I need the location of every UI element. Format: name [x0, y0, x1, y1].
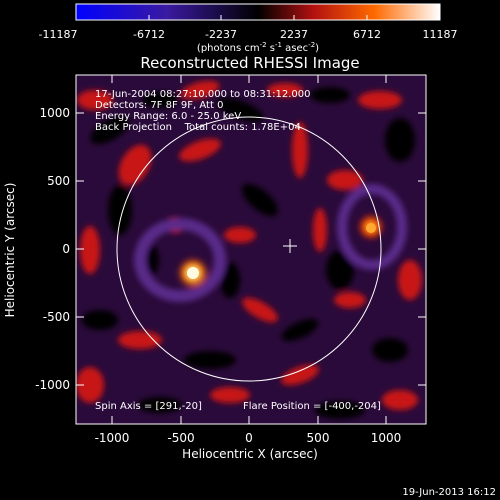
y-tick-label: 1000 — [39, 106, 70, 120]
plot-title: Reconstructed RHESSI Image — [140, 54, 359, 72]
colorbar-tick-label: 6712 — [353, 28, 381, 41]
y-axis-label: Heliocentric Y (arcsec) — [3, 183, 17, 318]
spin-axis-label: Spin Axis = [291,-20] — [95, 401, 202, 412]
y-tick-label: 500 — [47, 174, 70, 188]
colorbar-tick-label: -11187 — [39, 28, 78, 41]
colorbar: -11187 -6712 -2237 2237 6712 11187 (phot… — [39, 3, 458, 54]
x-tick-label: 0 — [245, 431, 253, 445]
colorbar-gradient — [75, 3, 441, 21]
colorbar-tick-label: -2237 — [205, 28, 237, 41]
info-line: Detectors: 7F 8F 9F, Att 0 — [95, 100, 223, 111]
colorbar-tick-label: 2237 — [280, 28, 308, 41]
rhessi-image — [76, 75, 426, 424]
y-tick-label: 0 — [62, 242, 70, 256]
spin-axis-marker — [283, 239, 297, 253]
x-axis-label: Heliocentric X (arcsec) — [182, 447, 318, 461]
colorbar-tick-label: -6712 — [133, 28, 165, 41]
x-tick-label: -500 — [167, 431, 194, 445]
flare-position-label: Flare Position = [-400,-204] — [243, 401, 381, 412]
y-tick-labels: 1000 500 0 -500 -1000 — [35, 106, 70, 392]
colorbar-tick-label: 11187 — [423, 28, 458, 41]
footer-timestamp: 19-Jun-2013 16:12 — [402, 487, 496, 498]
colorbar-ticks — [75, 15, 441, 20]
axis-ticks — [76, 75, 426, 424]
x-tick-labels: -1000 -500 0 500 1000 — [95, 431, 402, 445]
x-tick-label: -1000 — [95, 431, 130, 445]
x-tick-label: 500 — [307, 431, 330, 445]
colorbar-unit-label: (photons cm-2 s-1 asec-2) — [197, 41, 319, 54]
info-line: Back Projection Total counts: 1.78E+04 — [95, 122, 301, 133]
info-line: 17-Jun-2004 08:27:10.000 to 08:31:12.000 — [95, 89, 311, 100]
y-tick-label: -500 — [43, 310, 70, 324]
info-block: 17-Jun-2004 08:27:10.000 to 08:31:12.000… — [95, 89, 311, 133]
y-tick-label: -1000 — [35, 378, 70, 392]
x-tick-label: 1000 — [371, 431, 402, 445]
info-line: Energy Range: 6.0 - 25.0 keV — [95, 111, 241, 122]
solar-limb-circle — [116, 116, 382, 382]
